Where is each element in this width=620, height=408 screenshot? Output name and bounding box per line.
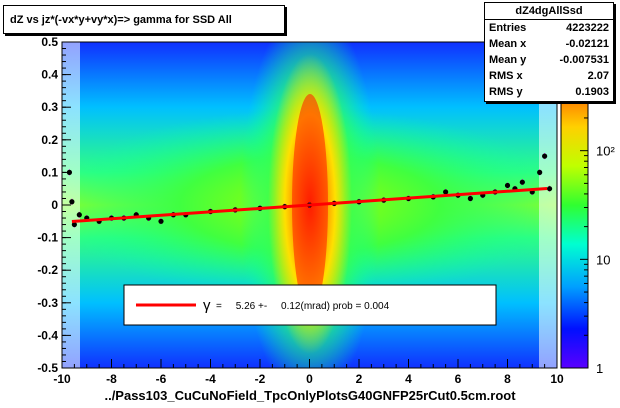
x-tick-label: -8 <box>106 372 117 386</box>
y-tick-label: 0.3 <box>41 100 58 114</box>
stats-value: -0.02121 <box>565 38 609 50</box>
x-tick-label: 0 <box>306 372 313 386</box>
fit-line <box>71 187 548 223</box>
stats-value: 2.07 <box>587 70 609 82</box>
profile-point <box>69 199 75 205</box>
stats-row: Mean y -0.007531 <box>485 52 613 68</box>
stats-row: Entries 4223222 <box>485 20 613 36</box>
y-axis: -0.5 -0.4 -0.3 -0.2 -0.1 0 0.1 0.2 0.3 0.4 0.5 <box>37 35 71 375</box>
colorbar-tick-label: 10 <box>596 252 610 267</box>
stats-row: RMS y 0.1903 <box>485 84 613 100</box>
x-tick-label: -10 <box>53 372 71 386</box>
profile-point <box>542 153 548 159</box>
legend-symbol: γ <box>203 297 211 314</box>
profile-point <box>66 169 73 175</box>
x-tick-label: 6 <box>455 372 462 386</box>
stats-row: RMS x 2.07 <box>485 68 613 84</box>
x-tick-label: 8 <box>504 372 511 386</box>
y-tick-label: 0.4 <box>41 68 58 82</box>
stats-box: dZ4dgAllSsd Entries 4223222 Mean x -0.0212… <box>484 2 614 102</box>
profile-point <box>546 186 553 192</box>
stats-value: -0.007531 <box>559 54 609 66</box>
profile-point <box>537 169 543 175</box>
stats-key: RMS x <box>489 70 523 82</box>
y-tick-label: 0.1 <box>41 165 58 179</box>
y-tick-label: -0.1 <box>37 231 58 245</box>
x-tick-label: -2 <box>255 372 266 386</box>
x-tick-label: -6 <box>156 372 167 386</box>
x-tick-label: 4 <box>405 372 412 386</box>
stats-row: Mean x -0.02121 <box>485 36 613 52</box>
x-axis: -10 -8 -6 -4 -2 0 2 4 6 8 10 <box>53 359 564 386</box>
profile-point <box>158 218 164 224</box>
y-tick-label: -0.2 <box>37 263 58 277</box>
stats-key: Entries <box>489 22 527 34</box>
colorbar-tick-label: 1 <box>596 361 603 376</box>
plot-title: dZ vs jz*(-vx*y+vy*x)=> gamma for SSD Al… <box>3 5 285 34</box>
x-tick-label: 10 <box>550 372 564 386</box>
y-tick-label: 0 <box>51 198 58 212</box>
y-tick-label: 0.5 <box>41 35 58 49</box>
profile-point <box>504 182 511 189</box>
y-tick-label: -0.5 <box>37 361 58 375</box>
profile-point <box>467 195 473 202</box>
profile-point <box>443 189 449 195</box>
stats-key: Mean x <box>489 38 527 50</box>
x-axis-title: ../Pass103_CuCuNoField_TpcOnlyPlotsG40GN… <box>104 388 516 403</box>
legend-text: = 5.26 +- 0.12(mrad) prob = 0.004 <box>216 301 390 312</box>
stats-name: dZ4dgAllSsd <box>485 3 613 20</box>
profile-point <box>76 212 82 218</box>
profile-point <box>71 221 77 228</box>
stats-value: 0.1903 <box>575 86 609 98</box>
x-tick-label: 2 <box>356 372 363 386</box>
x-tick-label: -4 <box>205 372 216 386</box>
y-tick-label: -0.3 <box>37 296 58 310</box>
stats-key: Mean y <box>489 54 527 66</box>
stats-value: 4223222 <box>566 22 609 34</box>
colorbar-tick-label: 10² <box>596 144 615 159</box>
profile-point <box>519 179 525 185</box>
y-tick-label: -0.4 <box>37 328 58 342</box>
stats-key: RMS y <box>489 86 523 98</box>
y-tick-label: 0.2 <box>41 133 58 147</box>
